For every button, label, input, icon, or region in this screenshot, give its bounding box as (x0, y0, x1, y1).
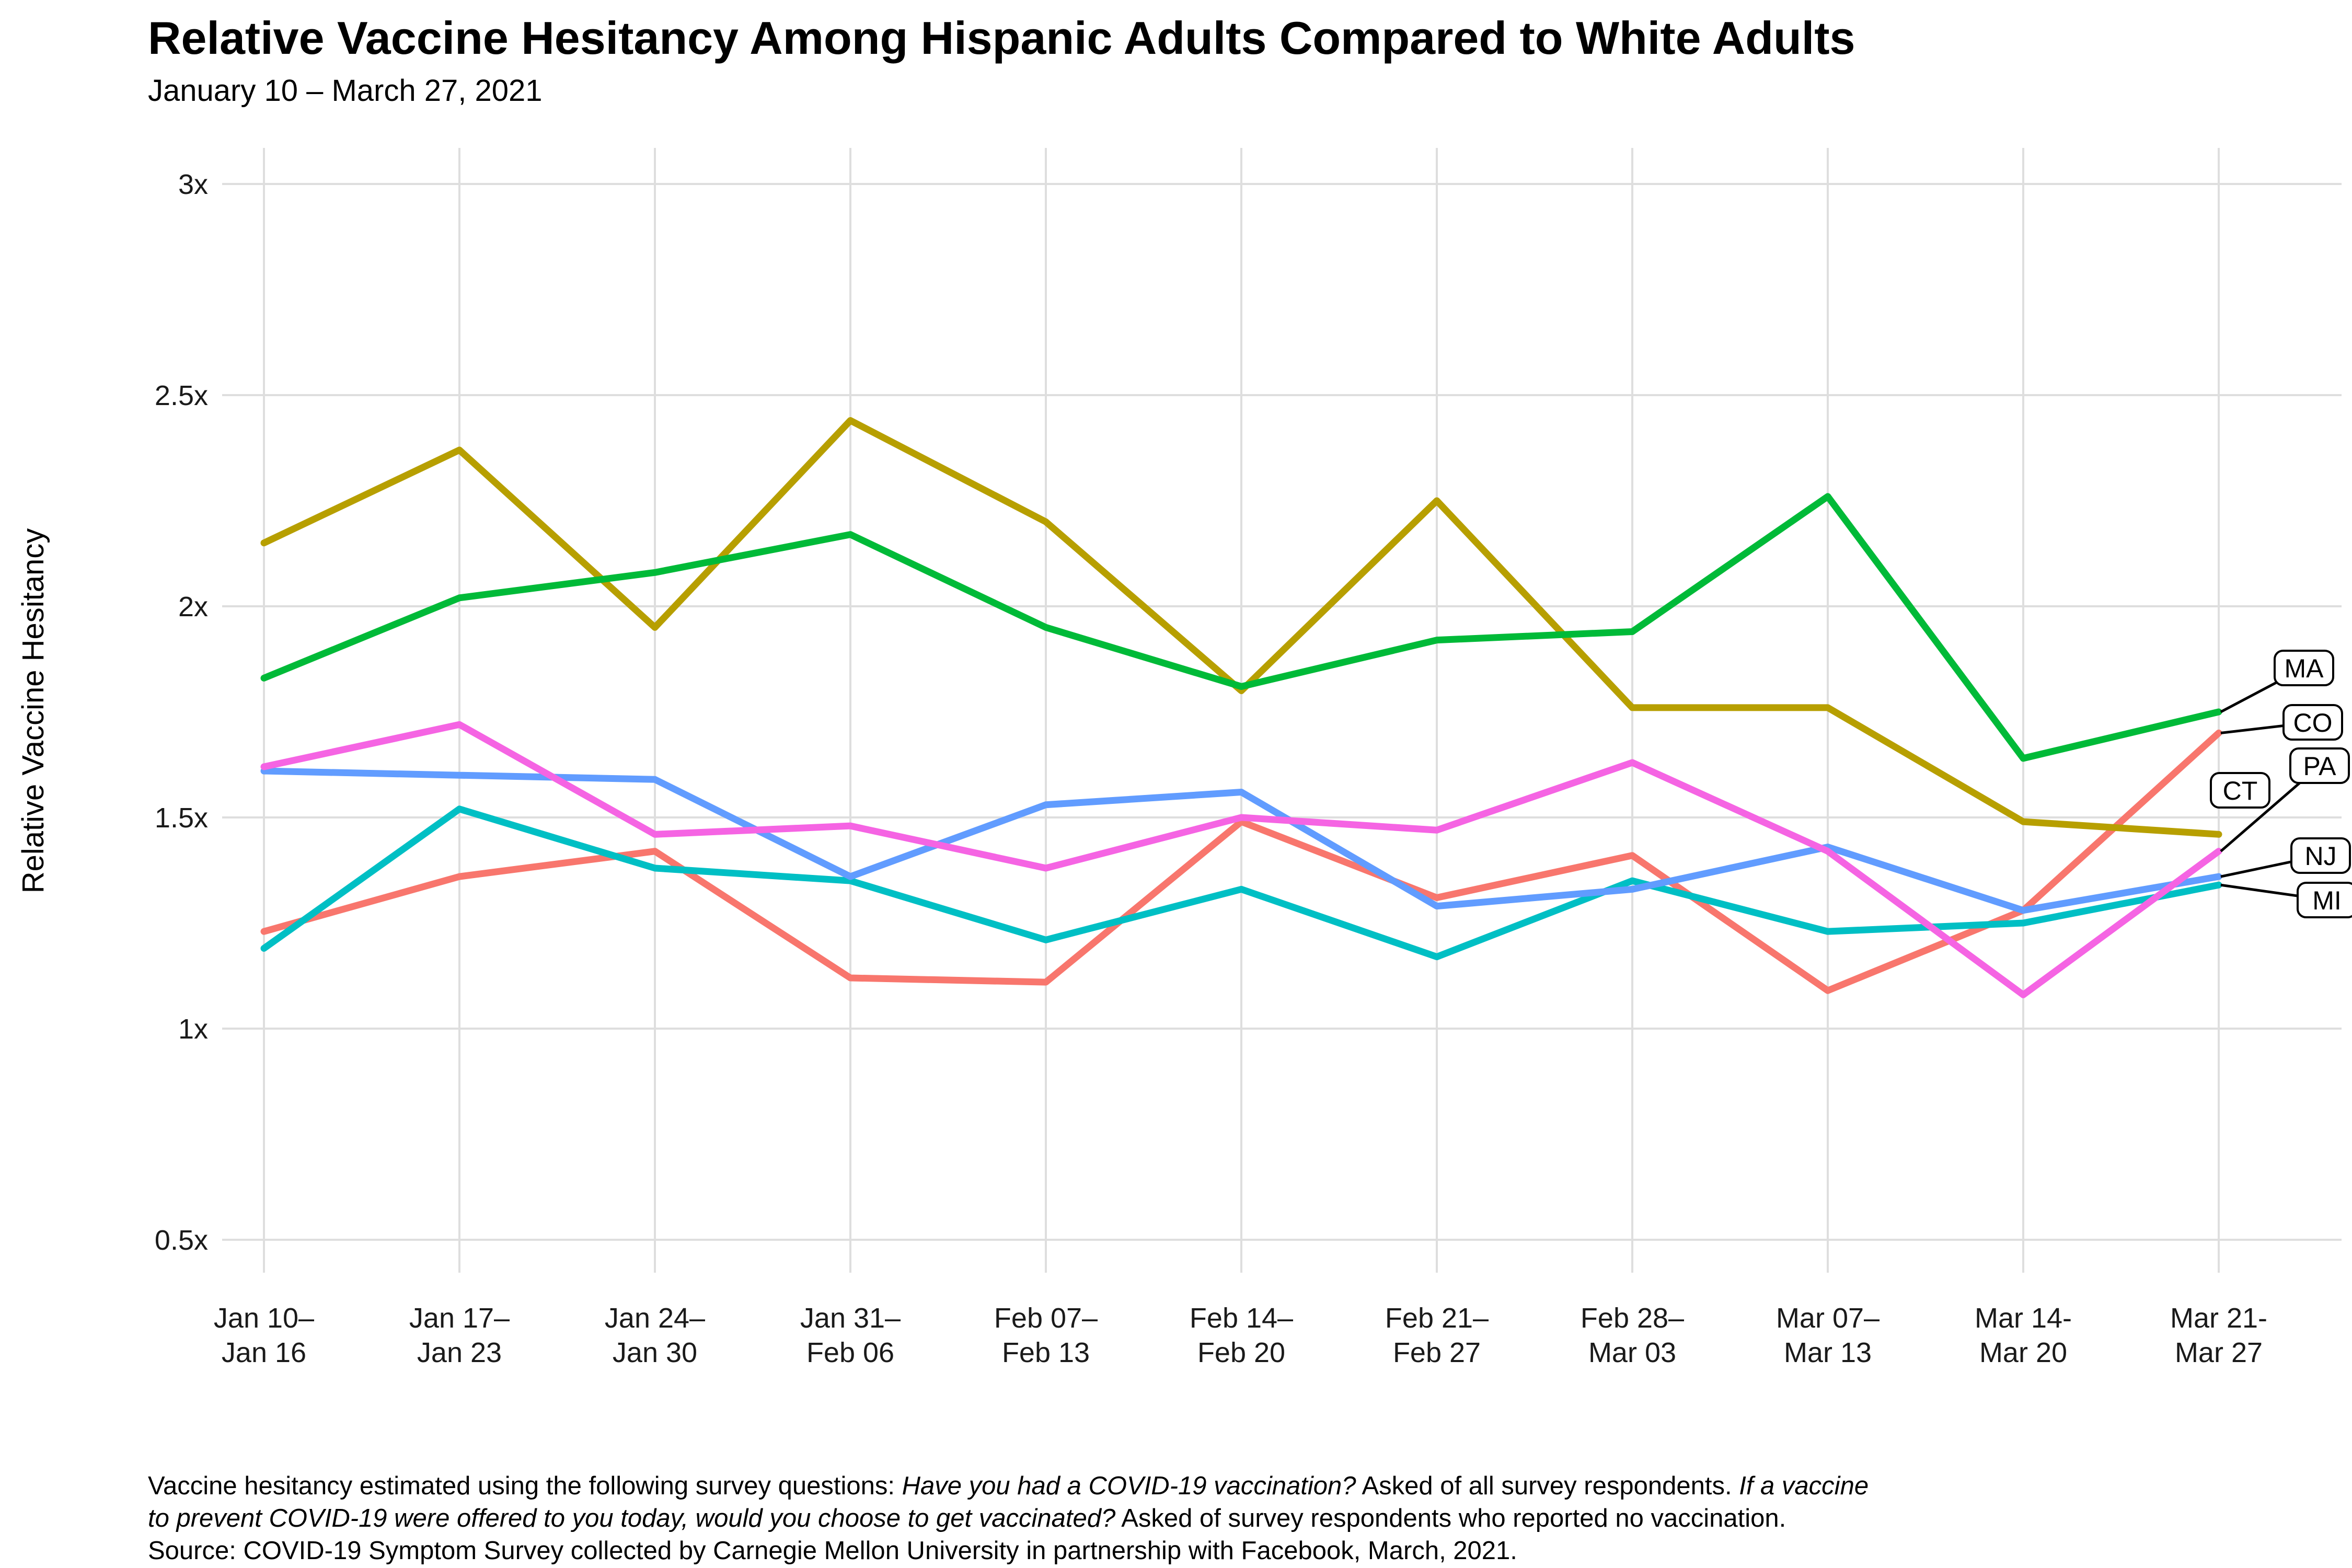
x-tick-label-line2: Jan 16 (222, 1337, 306, 1368)
x-tick-label-line2: Mar 27 (2175, 1337, 2263, 1368)
series-label-box-PA (2289, 747, 2350, 784)
series-line-NJ (260, 767, 2222, 914)
x-tick-label-line1: Feb 07– (994, 1302, 1098, 1334)
x-tick-label-line2: Jan 23 (417, 1337, 502, 1368)
x-tick-label-line1: Feb 28– (1581, 1302, 1684, 1334)
x-tick-label-line1: Mar 07– (1776, 1302, 1880, 1334)
x-tick-label-line1: Jan 31– (800, 1302, 901, 1334)
series-label-box-MI (2297, 882, 2352, 918)
x-tick-label-line1: Jan 10– (214, 1302, 314, 1334)
series-label-box-CO (2282, 704, 2343, 741)
y-tick-label: 2x (178, 591, 208, 622)
chart-subtitle: January 10 – March 27, 2021 (148, 74, 543, 108)
x-tick-label-line2: Feb 13 (1002, 1337, 1090, 1368)
series-label-CO: CO (2293, 708, 2333, 737)
x-tick-label-line2: Feb 20 (1197, 1337, 1285, 1368)
series-label-box-CT (2210, 772, 2270, 809)
x-tick-label-line2: Feb 06 (806, 1337, 894, 1368)
y-tick-label: 2.5x (155, 380, 208, 411)
footnote: Vaccine hesitancy estimated using the fo… (148, 1470, 1869, 1567)
series-line-MA (260, 493, 2222, 762)
chart-title: Relative Vaccine Hesitancy Among Hispani… (148, 12, 1855, 64)
series-label-CT: CT (2223, 776, 2258, 805)
series-label-NJ: NJ (2304, 841, 2336, 871)
x-tick-label-line1: Mar 14- (1975, 1302, 2072, 1334)
x-tick-label-line2: Mar 13 (1784, 1337, 1872, 1368)
y-tick-label: 1.5x (155, 802, 208, 834)
x-tick-label-line2: Mar 20 (1979, 1337, 2067, 1368)
x-tick-label-line1: Jan 24– (605, 1302, 705, 1334)
series-line-CO (260, 729, 2222, 994)
series-label-box-MA (2274, 650, 2334, 686)
series-label-MA: MA (2285, 654, 2324, 683)
series-label-PA: PA (2303, 752, 2337, 781)
series-label-box-NJ (2290, 837, 2351, 874)
footnote-line-3: Source: COVID-19 Symptom Survey collecte… (148, 1537, 1517, 1565)
y-tick-label: 0.5x (155, 1225, 208, 1256)
footnote-line-1: Vaccine hesitancy estimated using the fo… (148, 1472, 1869, 1500)
x-tick-label-line1: Jan 17– (409, 1302, 510, 1334)
x-tick-label-line1: Feb 14– (1190, 1302, 1293, 1334)
x-tick-label-line1: Feb 21– (1385, 1302, 1489, 1334)
x-tick-label-line2: Feb 27 (1393, 1337, 1481, 1368)
y-tick-label: 1x (178, 1013, 208, 1045)
series-line-CT (260, 417, 2222, 838)
x-tick-label-line2: Jan 30 (613, 1337, 697, 1368)
y-tick-label: 3x (178, 169, 208, 200)
footnote-line-2: to prevent COVID-19 were offered to you … (148, 1504, 1786, 1532)
x-tick-label-line1: Mar 21- (2170, 1302, 2267, 1334)
series-line-MI (260, 805, 2222, 961)
x-tick-label-line2: Mar 03 (1588, 1337, 1676, 1368)
series-label-MI: MI (2312, 886, 2342, 915)
series-line-PA (260, 721, 2222, 998)
